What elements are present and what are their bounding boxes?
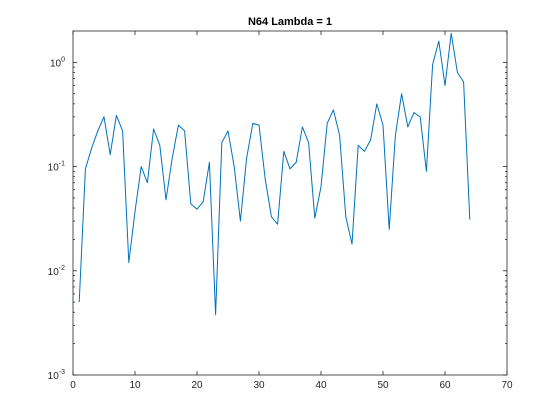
x-tick-label: 0 [70,380,76,391]
y-tick-label: 10-1 [48,161,65,174]
chart-title: N64 Lambda = 1 [248,16,332,28]
x-tick-label: 60 [439,380,451,391]
x-tick-label: 50 [377,380,389,391]
series-line [78,32,471,316]
y-tick-label: 10-3 [48,369,65,382]
plot-area [73,31,507,375]
y-tick-label: 100 [50,56,65,69]
axes-box [72,30,508,376]
y-tick-label: 10-2 [48,265,65,278]
x-tick-label: 70 [501,380,513,391]
x-tick-label: 30 [253,380,265,391]
x-tick-label: 10 [129,380,141,391]
x-tick-label: 40 [315,380,327,391]
x-tick-label: 20 [191,380,203,391]
